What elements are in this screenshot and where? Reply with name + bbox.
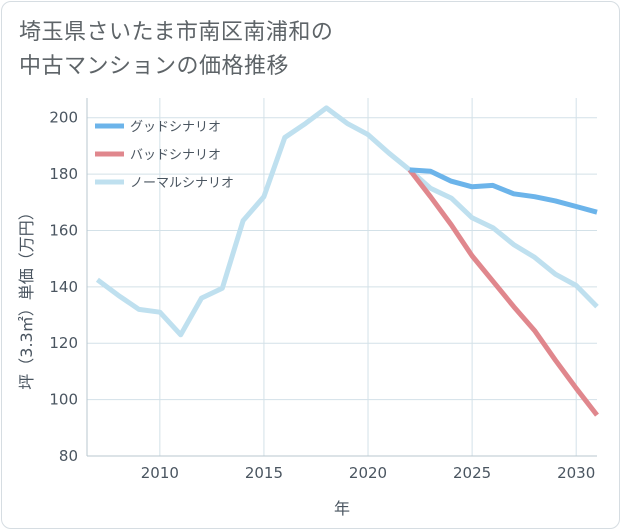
y-tick-label: 80 [59, 447, 78, 465]
x-axis-title: 年 [334, 499, 350, 518]
chart-title-line-1: 埼玉県さいたま市南区南浦和の [19, 20, 334, 45]
legend-label-normal: ノーマルシナリオ [130, 176, 234, 191]
x-tick-label: 2030 [557, 464, 595, 482]
y-tick-label: 140 [49, 278, 78, 296]
tick-labels: 2010 2015 2020 2025 2030 80 100 120 140 160 180 200 [49, 109, 595, 482]
chart-title-line-2: 中古マンションの価格推移 [19, 54, 290, 79]
x-tick-label: 2010 [141, 464, 179, 482]
x-tick-label: 2025 [453, 464, 491, 482]
y-axis-title: 坪（3.3㎡）単価（万円） [17, 204, 36, 389]
y-tick-label: 120 [49, 334, 78, 352]
series-line-normal [95, 105, 599, 338]
y-tick-label: 100 [49, 391, 78, 409]
series-line-bad [407, 168, 599, 417]
y-tick-label: 200 [49, 109, 78, 127]
plot-area [86, 98, 597, 457]
y-tick-label: 180 [49, 165, 78, 183]
x-tick-label: 2015 [245, 464, 283, 482]
series-lines [95, 105, 599, 417]
legend-label-bad: バッドシナリオ [130, 148, 221, 163]
legend-label-good: グッドシナリオ [130, 120, 221, 135]
series-line-good [409, 167, 598, 215]
chart-title: 埼玉県さいたま市南区南浦和の 中古マンションの価格推移 [19, 16, 333, 84]
x-tick-label: 2020 [349, 464, 387, 482]
y-tick-label: 160 [49, 221, 78, 239]
